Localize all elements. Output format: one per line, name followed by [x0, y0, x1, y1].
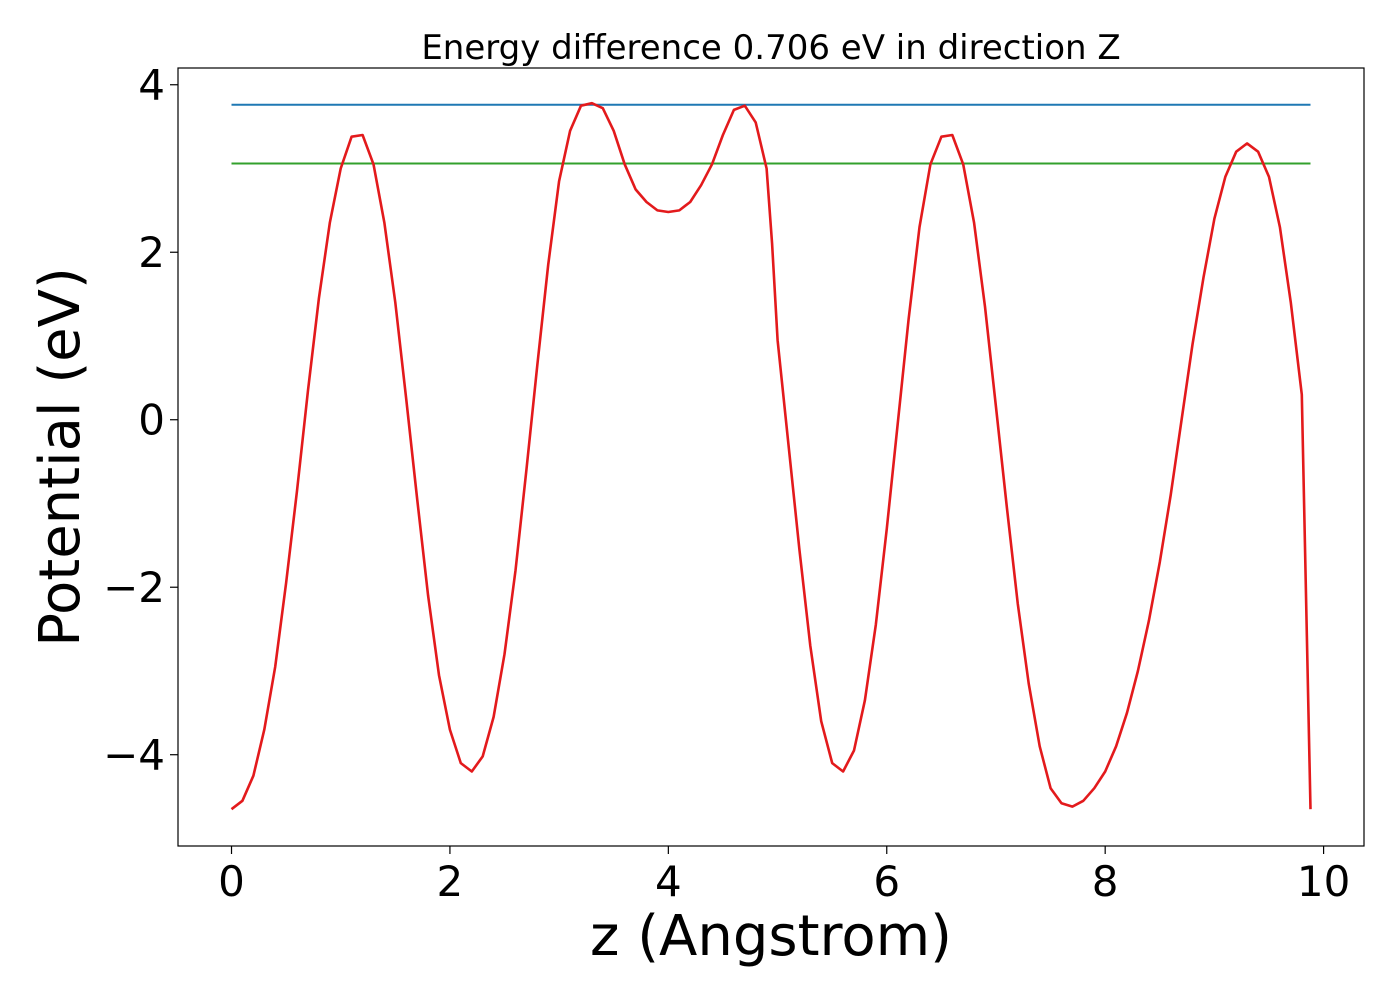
y-tick-label: −2 — [103, 563, 165, 612]
y-axis-label: Potential (eV) — [28, 267, 93, 647]
x-tick-label: 6 — [873, 857, 900, 906]
x-axis-ticks: 0 2 4 6 8 10 — [218, 846, 1350, 906]
y-axis-ticks: −4 −2 0 2 4 — [103, 61, 178, 780]
y-tick-label: 4 — [138, 61, 165, 110]
x-tick-label: 4 — [655, 857, 682, 906]
x-axis-label: z (Angstrom) — [590, 904, 952, 969]
x-tick-label: 0 — [218, 857, 245, 906]
y-tick-label: −4 — [103, 731, 165, 780]
x-tick-label: 10 — [1297, 857, 1350, 906]
x-tick-label: 2 — [437, 857, 464, 906]
series-layer — [230, 101, 1312, 811]
y-tick-label: 0 — [138, 396, 165, 445]
chart-title: Energy difference 0.706 eV in direction … — [421, 28, 1120, 68]
x-tick-label: 8 — [1092, 857, 1119, 906]
plot-area — [177, 67, 1365, 847]
series-line-0 — [230, 101, 1312, 811]
y-tick-label: 2 — [138, 228, 165, 277]
